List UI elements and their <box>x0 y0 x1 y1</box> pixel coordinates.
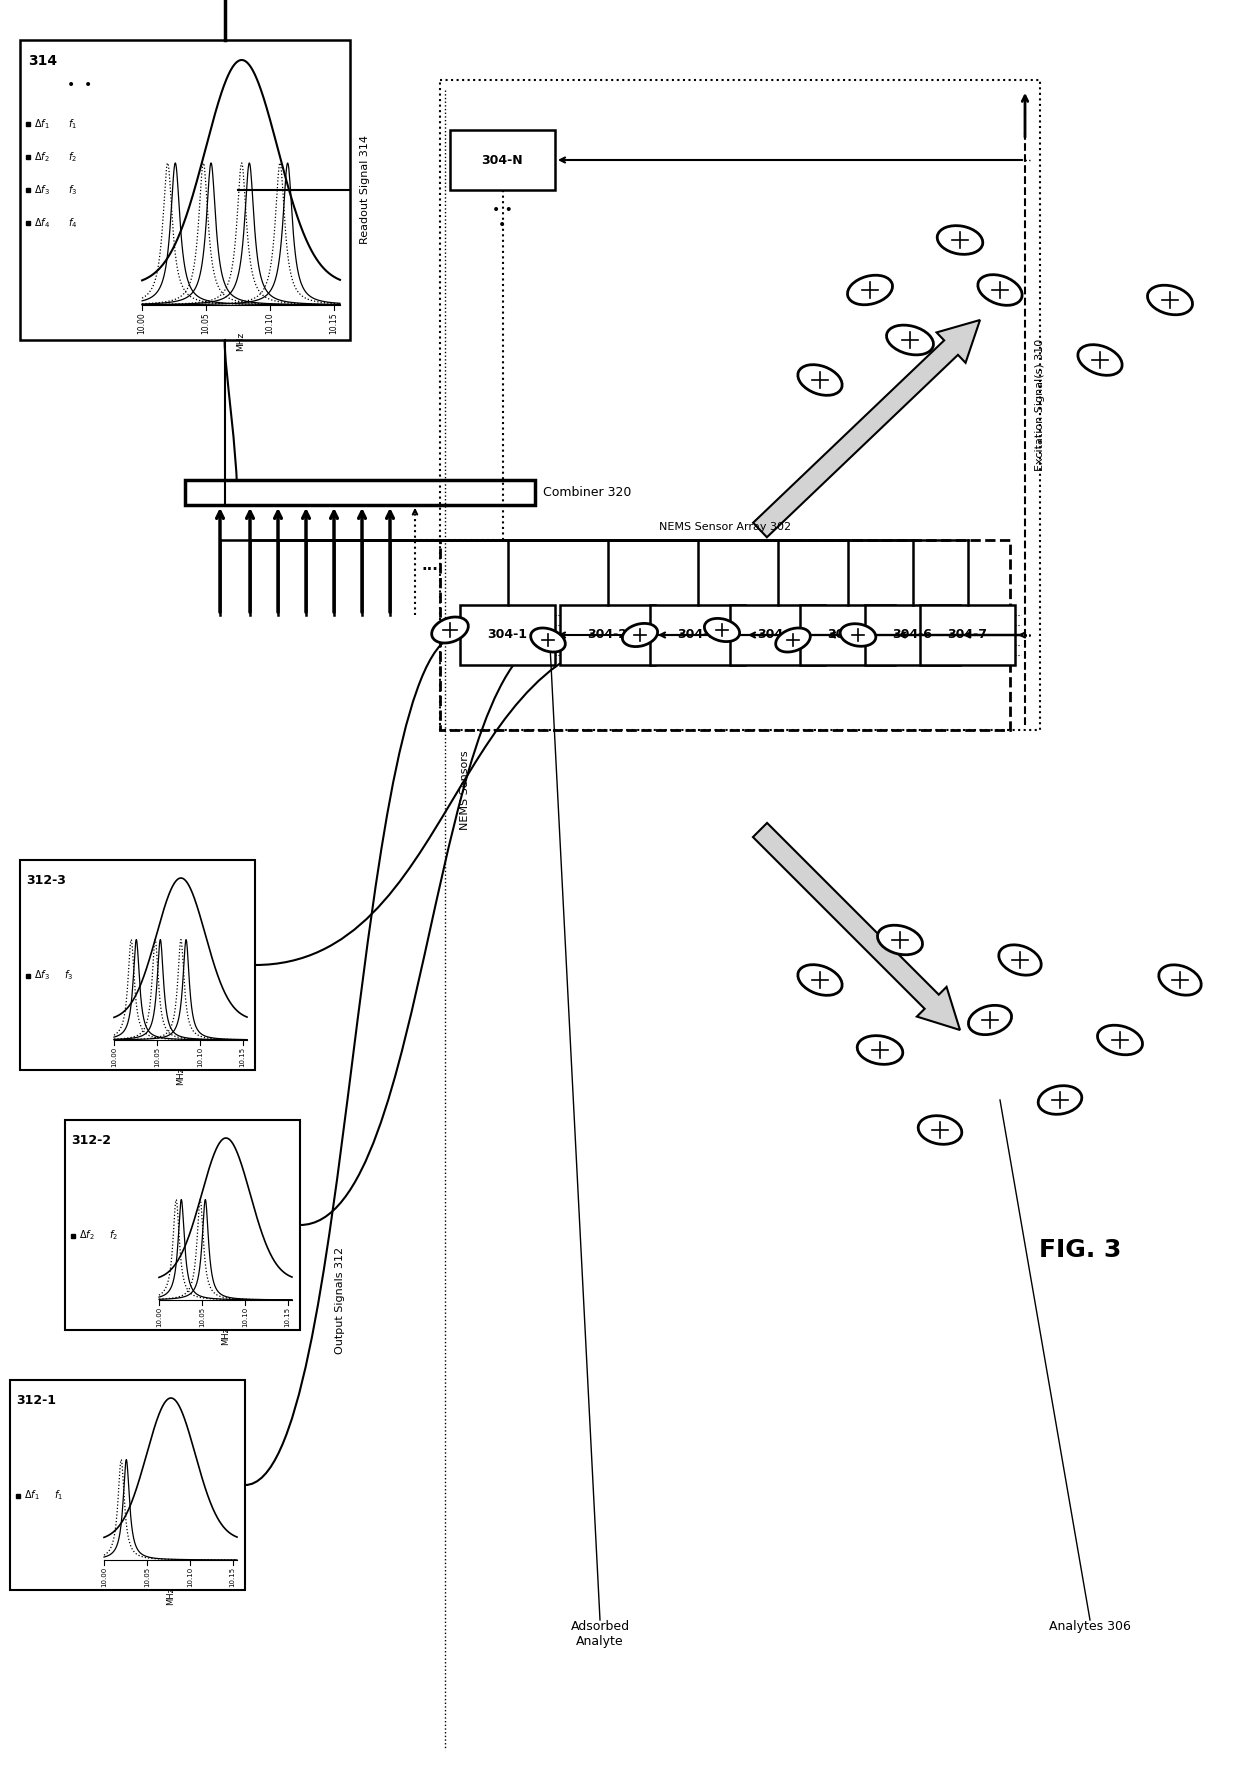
Bar <box>64 1120 300 1329</box>
Text: $f_2$: $f_2$ <box>109 1228 118 1243</box>
Text: NEMS Sensor Array 302: NEMS Sensor Array 302 <box>658 522 791 533</box>
FancyArrow shape <box>753 823 960 1030</box>
Bar <box>560 605 655 666</box>
Text: 10.15: 10.15 <box>229 1566 236 1588</box>
Text: MHz: MHz <box>176 1067 185 1085</box>
Ellipse shape <box>704 618 739 641</box>
Text: $f_3$: $f_3$ <box>64 968 73 982</box>
Text: 10.10: 10.10 <box>265 312 274 333</box>
Ellipse shape <box>841 623 875 646</box>
Text: 314: 314 <box>29 55 57 67</box>
Bar <box>450 129 556 189</box>
Text: $\Delta f_3$: $\Delta f_3$ <box>33 182 50 196</box>
Text: $f_1$: $f_1$ <box>55 1489 63 1503</box>
Text: 312-3: 312-3 <box>26 874 66 887</box>
Ellipse shape <box>857 1035 903 1064</box>
Text: 10.05: 10.05 <box>154 1048 160 1067</box>
Bar <box>460 605 556 666</box>
Ellipse shape <box>847 274 893 304</box>
Text: $\Delta f_4$: $\Delta f_4$ <box>33 216 50 230</box>
Text: $\Delta f_1$: $\Delta f_1$ <box>33 117 50 131</box>
Text: ...: ... <box>422 558 439 572</box>
Ellipse shape <box>978 274 1022 306</box>
Ellipse shape <box>797 365 842 395</box>
Text: •: • <box>498 218 507 232</box>
Bar <box>920 605 1016 666</box>
Bar <box>730 605 825 666</box>
Text: Combiner 320: Combiner 320 <box>543 487 631 499</box>
Text: $\Delta f_2$: $\Delta f_2$ <box>79 1228 94 1243</box>
Text: FIG. 3: FIG. 3 <box>1039 1237 1121 1262</box>
Ellipse shape <box>937 225 983 255</box>
Ellipse shape <box>1038 1085 1081 1115</box>
Ellipse shape <box>1147 285 1193 315</box>
Text: 10.10: 10.10 <box>242 1306 248 1328</box>
Text: 10.10: 10.10 <box>187 1566 192 1588</box>
Ellipse shape <box>998 945 1042 975</box>
Text: 304-N: 304-N <box>481 154 523 166</box>
Ellipse shape <box>968 1005 1012 1035</box>
Bar <box>20 860 255 1071</box>
Text: $f_4$: $f_4$ <box>68 216 77 230</box>
Text: 10.00: 10.00 <box>112 1048 117 1067</box>
Ellipse shape <box>1158 965 1202 995</box>
Text: $f_1$: $f_1$ <box>68 117 77 131</box>
FancyArrow shape <box>753 320 980 538</box>
Text: $f_2$: $f_2$ <box>68 150 77 165</box>
Text: 10.10: 10.10 <box>197 1048 203 1067</box>
Ellipse shape <box>776 628 810 651</box>
Text: 312-1: 312-1 <box>16 1395 56 1407</box>
Text: Excitation Signal(s) 310: Excitation Signal(s) 310 <box>1035 338 1045 471</box>
Text: MHz: MHz <box>221 1328 229 1345</box>
Text: 304-6: 304-6 <box>893 628 932 641</box>
Text: • •: • • <box>492 204 513 218</box>
Text: 304-5: 304-5 <box>827 628 868 641</box>
Bar <box>866 605 960 666</box>
Text: $f_3$: $f_3$ <box>68 182 77 196</box>
Bar <box>800 605 895 666</box>
Text: 10.05: 10.05 <box>201 312 211 335</box>
Text: •  •: • • <box>67 78 92 92</box>
Bar <box>440 540 1011 729</box>
Text: 10.05: 10.05 <box>198 1306 205 1328</box>
Ellipse shape <box>432 618 469 643</box>
Text: 304-1: 304-1 <box>487 628 527 641</box>
Bar <box>650 605 745 666</box>
Text: 10.00: 10.00 <box>156 1306 162 1328</box>
Text: 10.15: 10.15 <box>285 1306 290 1328</box>
Text: 10.05: 10.05 <box>144 1566 150 1588</box>
Text: $\Delta f_2$: $\Delta f_2$ <box>33 150 50 165</box>
Text: 304-2: 304-2 <box>588 628 627 641</box>
Text: 10.00: 10.00 <box>138 312 146 335</box>
Bar <box>185 480 534 504</box>
Ellipse shape <box>887 326 934 354</box>
Ellipse shape <box>622 623 657 646</box>
Text: 304-3: 304-3 <box>677 628 718 641</box>
Text: 10.00: 10.00 <box>100 1566 107 1588</box>
Ellipse shape <box>878 926 923 954</box>
Text: MHz: MHz <box>237 333 246 350</box>
Bar <box>20 41 350 340</box>
Ellipse shape <box>797 965 842 995</box>
Bar <box>10 1381 246 1589</box>
Ellipse shape <box>1097 1025 1142 1055</box>
Text: 312-2: 312-2 <box>71 1135 112 1147</box>
Text: Adsorbed
Analyte: Adsorbed Analyte <box>570 1620 630 1648</box>
Text: 304-7: 304-7 <box>947 628 987 641</box>
Text: NEMS Sensors: NEMS Sensors <box>460 750 470 830</box>
Ellipse shape <box>531 628 565 651</box>
Text: MHz: MHz <box>166 1588 175 1605</box>
Ellipse shape <box>918 1115 962 1145</box>
Bar <box>440 80 1040 729</box>
Text: Output Signals 312: Output Signals 312 <box>335 1246 345 1354</box>
Text: Analytes 306: Analytes 306 <box>1049 1620 1131 1634</box>
Text: Readout Signal 314: Readout Signal 314 <box>360 136 370 244</box>
Text: $\Delta f_3$: $\Delta f_3$ <box>33 968 50 982</box>
Text: 304-4: 304-4 <box>758 628 797 641</box>
Ellipse shape <box>1078 345 1122 375</box>
Text: $\Delta f_1$: $\Delta f_1$ <box>24 1489 40 1503</box>
Text: 10.15: 10.15 <box>239 1048 246 1067</box>
Text: 10.15: 10.15 <box>329 312 339 333</box>
